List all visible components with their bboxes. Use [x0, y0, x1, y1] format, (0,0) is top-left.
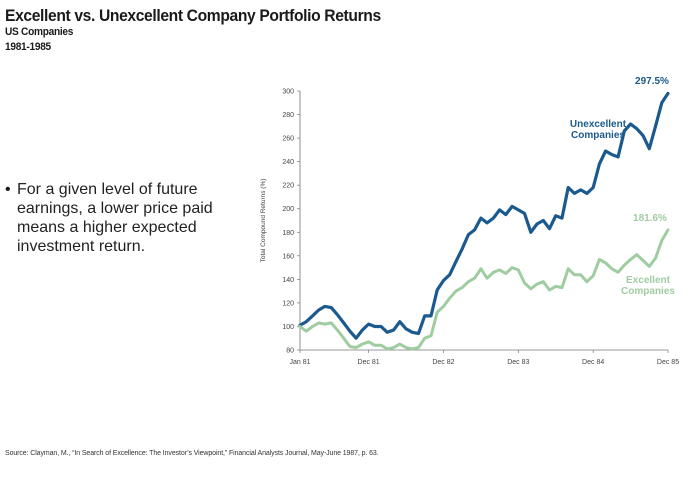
y-tick-label: 220: [282, 183, 294, 190]
x-tick-label: Jan 81: [289, 359, 310, 366]
y-tick-label: 80: [286, 348, 294, 355]
y-tick-label: 120: [282, 300, 294, 307]
y-tick-label: 180: [282, 230, 294, 237]
subtitle-period: 1981-1985: [5, 41, 51, 53]
x-tick-label: Dec 83: [507, 359, 529, 366]
series-label-line-1: Excellent: [626, 275, 671, 286]
series-label-line-2: Companies: [571, 130, 625, 141]
y-tick-label: 300: [282, 89, 294, 96]
series-line-unexcellent: [298, 91, 670, 340]
y-tick-label: 280: [282, 112, 294, 119]
page-title: Excellent vs. Unexcellent Company Portfo…: [5, 6, 381, 25]
bullet-text: For a given level of future earnings, a …: [17, 181, 213, 255]
x-tick-label: Dec 85: [657, 359, 679, 366]
y-tick-label: 260: [282, 136, 294, 143]
x-tick-label: Dec 84: [582, 359, 604, 366]
series-line-excellent: [298, 228, 670, 351]
subtitle-region: US Companies: [5, 26, 74, 38]
y-tick-label: 240: [282, 159, 294, 166]
bullet-point: • For a given level of future earnings, …: [5, 180, 245, 256]
x-tick-label: Dec 82: [432, 359, 454, 366]
series-label-line-1: Unexcellent: [570, 119, 627, 130]
series-end-label: 181.6%: [633, 213, 667, 224]
y-axis-label: Total Compound Returns (%): [260, 179, 267, 263]
bullet-icon: •: [5, 181, 11, 198]
y-tick-label: 100: [282, 324, 294, 331]
y-tick-label: 200: [282, 206, 294, 213]
x-tick-label: Dec 81: [358, 359, 380, 366]
y-tick-label: 140: [282, 277, 294, 284]
series-label-line-2: Companies: [621, 286, 675, 297]
series-end-label: 297.5%: [635, 76, 669, 87]
source-citation: Source: Clayman, M., “In Search of Excel…: [5, 450, 379, 457]
y-tick-label: 160: [282, 253, 294, 260]
